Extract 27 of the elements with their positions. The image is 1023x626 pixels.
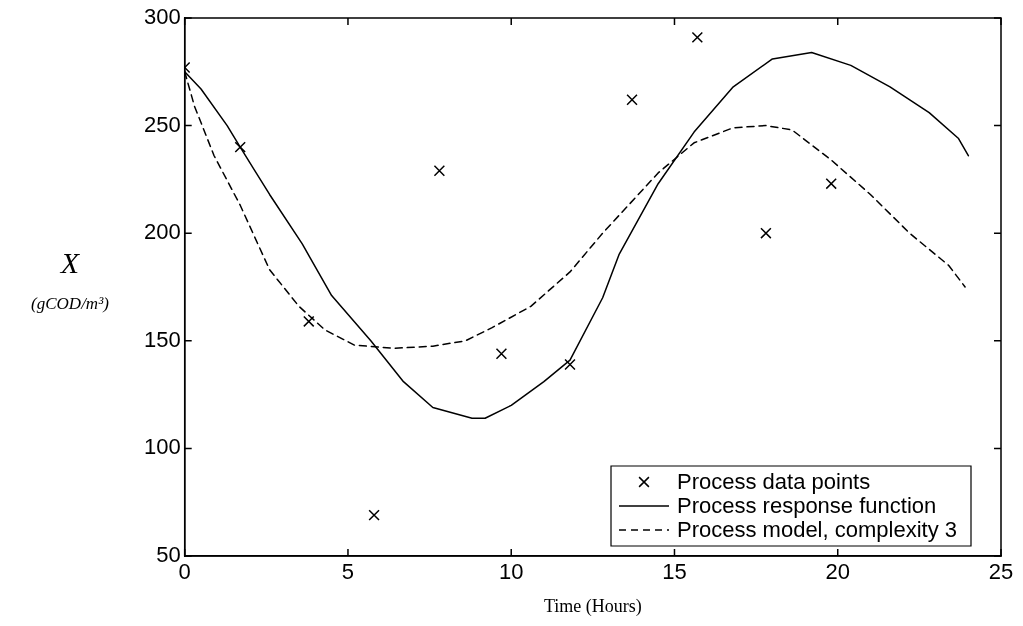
x-axis-title: Time (Hours) bbox=[543, 595, 642, 617]
y-axis-title: X (gCOD/m³) bbox=[31, 245, 110, 314]
y-tick-label: 200 bbox=[143, 219, 181, 245]
x-tick-label: 20 bbox=[825, 559, 850, 585]
y-tick-label: 150 bbox=[143, 326, 181, 352]
point bbox=[564, 358, 576, 371]
point bbox=[303, 315, 315, 328]
point bbox=[626, 94, 638, 106]
x-tick-label: 0 bbox=[178, 559, 191, 585]
legend-label: Process response function bbox=[677, 493, 937, 519]
point bbox=[368, 509, 380, 521]
point bbox=[234, 141, 246, 153]
y-tick-label: 300 bbox=[143, 4, 181, 30]
y-tick-label: 50 bbox=[156, 542, 181, 568]
x-tick-label: 15 bbox=[662, 559, 687, 585]
x-tick-label: 10 bbox=[498, 559, 524, 585]
x-tick-label: 25 bbox=[988, 559, 1014, 585]
y-tick-label: 250 bbox=[143, 111, 181, 137]
point bbox=[691, 31, 704, 44]
point bbox=[433, 165, 446, 177]
legend-label: Process data points bbox=[677, 469, 871, 495]
point bbox=[760, 227, 772, 239]
x-tick-label: 5 bbox=[341, 559, 355, 585]
legend-label: Process model, complexity 3 bbox=[677, 517, 957, 543]
y-tick-label: 100 bbox=[143, 434, 181, 460]
point bbox=[825, 178, 837, 190]
point bbox=[495, 348, 508, 360]
